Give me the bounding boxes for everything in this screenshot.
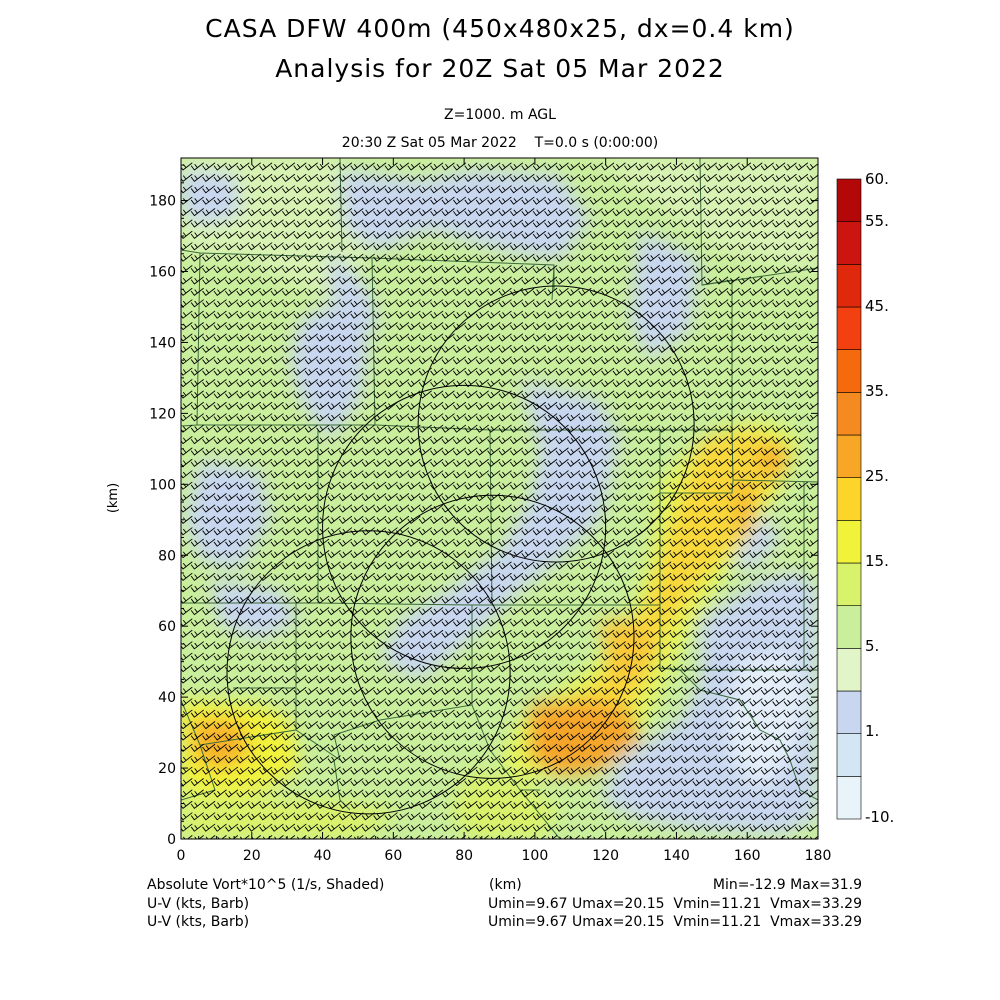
- colorbar-swatch: [836, 562, 862, 606]
- x-tick-label: 0: [177, 848, 186, 864]
- x-tick-label: 140: [663, 848, 690, 864]
- chart-title: CASA DFW 400m (450x480x25, dx=0.4 km): [205, 14, 795, 43]
- colorbar-swatch: [836, 221, 862, 265]
- colorbar-label: 60.: [865, 170, 889, 188]
- colorbar-label: 35.: [865, 382, 889, 400]
- y-tick-label: 80: [158, 548, 176, 564]
- colorbar-label: 25.: [865, 467, 889, 485]
- colorbar-swatch: [836, 306, 862, 350]
- colorbar-swatch: [836, 392, 862, 436]
- barb-set: [181, 162, 818, 839]
- y-tick-label: 60: [158, 619, 176, 635]
- y-axis-label: (km): [106, 483, 121, 513]
- colorbar-swatch: [836, 690, 862, 734]
- level-label: Z=1000. m AGL: [444, 107, 556, 123]
- x-tick-label: 40: [314, 848, 332, 864]
- colorbar-swatch: [836, 434, 862, 478]
- range-circle: [322, 384, 607, 669]
- colorbar-label: 1.: [865, 722, 879, 740]
- y-tick-label: 100: [149, 477, 176, 493]
- x-tick-label: 80: [455, 848, 473, 864]
- x-tick-label: 120: [592, 848, 619, 864]
- y-tick-label: 0: [167, 832, 176, 848]
- barb-stats-1: Umin=9.67 Umax=20.15 Vmin=11.21 Vmax=33.…: [487, 896, 862, 912]
- chart-subtitle: Analysis for 20Z Sat 05 Mar 2022: [275, 54, 725, 83]
- colorbar: 60. 55. 45. 35. 25. 15. 5. 1. -10.: [836, 170, 894, 826]
- barb-label-1: U-V (kts, Barb): [147, 896, 250, 912]
- colorbar-label: -10.: [865, 808, 894, 826]
- barb-label-2: U-V (kts, Barb): [147, 914, 250, 930]
- valid-time-label: 20:30 Z Sat 05 Mar 2022 T=0.0 s (0:00:00…: [341, 135, 659, 151]
- min-max-label: Min=-12.9 Max=31.9: [712, 877, 862, 893]
- colorbar-swatch: [836, 776, 862, 820]
- colorbar-label: 45.: [865, 297, 889, 315]
- x-tick-label: 160: [734, 848, 761, 864]
- radar-range-circles: [226, 285, 695, 815]
- x-tick-label: 180: [805, 848, 832, 864]
- y-tick-label: 20: [158, 761, 176, 777]
- colorbar-label: 15.: [865, 552, 889, 570]
- colorbar-swatch: [836, 178, 862, 222]
- y-tick-label: 180: [149, 194, 176, 210]
- colorbar-label: 5.: [865, 637, 879, 655]
- colorbar-swatch: [836, 648, 862, 692]
- x-axis-label: (km): [489, 877, 522, 893]
- y-tick-label: 40: [158, 690, 176, 706]
- y-tick-label: 120: [149, 406, 176, 422]
- field-label: Absolute Vort*10^5 (1/s, Shaded): [147, 877, 385, 893]
- colorbar-swatch: [836, 520, 862, 564]
- colorbar-swatch: [836, 733, 862, 777]
- range-circle: [417, 285, 695, 563]
- x-tick-label: 100: [522, 848, 549, 864]
- barb-stats-2: Umin=9.67 Umax=20.15 Vmin=11.21 Vmax=33.…: [487, 914, 862, 930]
- x-axis: 0 20 40 60 80 100 120 140 160 180: [177, 158, 832, 864]
- colorbar-swatch: [836, 349, 862, 393]
- y-tick-label: 160: [149, 265, 176, 281]
- colorbar-swatch: [836, 264, 862, 308]
- colorbar-swatch: [836, 605, 862, 649]
- wind-barbs: [181, 162, 818, 839]
- range-circle: [226, 530, 511, 815]
- x-tick-label: 20: [243, 848, 261, 864]
- colorbar-swatch: [836, 477, 862, 521]
- y-axis: 0 20 40 60 80 100 120 140 160 180: [149, 164, 818, 848]
- y-tick-label: 140: [149, 335, 176, 351]
- x-tick-label: 60: [384, 848, 402, 864]
- colorbar-label: 55.: [865, 212, 889, 230]
- range-circle: [350, 494, 635, 779]
